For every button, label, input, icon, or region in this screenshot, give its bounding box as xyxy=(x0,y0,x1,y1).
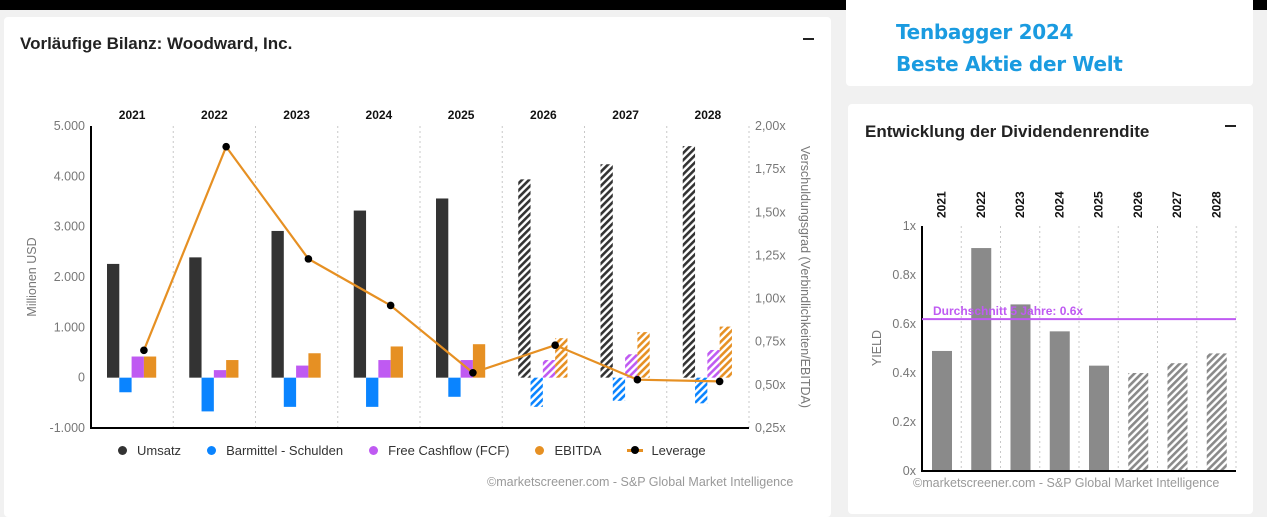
balance-credit: ©marketscreener.com - S&P Global Market … xyxy=(487,475,794,489)
promo-card[interactable]: Tenbagger 2024 Beste Aktie der Welt xyxy=(846,0,1253,86)
legend-item-fcf[interactable]: Free Cashflow (FCF) xyxy=(369,443,509,458)
promo-line-1[interactable]: Tenbagger 2024 xyxy=(896,20,1074,44)
legend-item-umsatz[interactable]: Umsatz xyxy=(118,443,181,458)
legend-item-leverage[interactable]: Leverage xyxy=(627,443,706,458)
legend-label: Free Cashflow (FCF) xyxy=(388,443,510,458)
legend-dot-icon xyxy=(535,446,545,455)
legend-label: EBITDA xyxy=(554,443,602,458)
balance-card-title: Vorläufige Bilanz: Woodward, Inc. xyxy=(20,34,293,53)
dividend-card-title: Entwicklung der Dividendenrendite xyxy=(865,122,1150,141)
balance-card: Vorläufige Bilanz: Woodward, Inc. xyxy=(4,17,831,517)
legend-item-ebitda[interactable]: EBITDA xyxy=(535,443,601,458)
dividend-credit: ©marketscreener.com - S&P Global Market … xyxy=(913,476,1220,490)
promo-line-2[interactable]: Beste Aktie der Welt xyxy=(896,52,1123,76)
legend-label: Leverage xyxy=(651,443,706,458)
legend-dot-icon xyxy=(207,446,217,455)
dividend-card: Entwicklung der Dividendenrendite xyxy=(848,104,1253,514)
chart-legend: Umsatz Barmittel - Schulden Free Cashflo… xyxy=(118,443,732,458)
legend-item-barmittel[interactable]: Barmittel - Schulden xyxy=(207,443,343,458)
top-bar xyxy=(0,0,1267,10)
legend-label: Umsatz xyxy=(137,443,182,458)
line-dot-icon xyxy=(627,446,644,455)
legend-label: Barmittel - Schulden xyxy=(226,443,344,458)
minimize-icon[interactable] xyxy=(803,38,814,40)
legend-dot-icon xyxy=(369,446,379,455)
minimize-icon[interactable] xyxy=(1225,125,1236,127)
legend-dot-icon xyxy=(118,446,127,455)
